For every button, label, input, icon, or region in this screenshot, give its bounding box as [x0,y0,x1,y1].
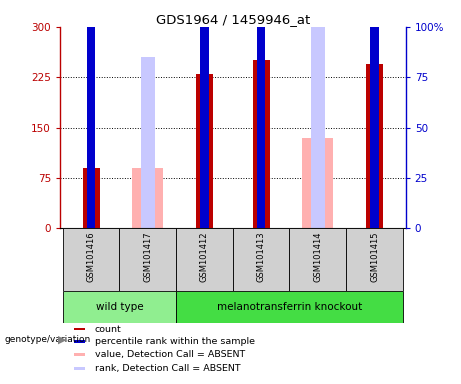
Bar [87,27,95,228]
Text: GSM101416: GSM101416 [87,232,95,282]
Text: percentile rank within the sample: percentile rank within the sample [95,338,254,346]
Bar [74,367,85,370]
Bar [346,228,403,291]
Bar [196,74,213,228]
Text: GSM101415: GSM101415 [370,232,379,282]
Bar [83,168,100,228]
Bar [74,328,85,331]
Bar [74,353,85,356]
Text: GSM101417: GSM101417 [143,232,152,282]
Bar [366,64,383,228]
Bar [63,291,176,323]
Text: count: count [95,324,121,334]
Text: GSM101414: GSM101414 [313,232,322,282]
Bar [74,341,85,343]
Title: GDS1964 / 1459946_at: GDS1964 / 1459946_at [156,13,310,26]
Bar [257,0,266,228]
Bar [141,57,155,228]
Bar [253,61,270,228]
Bar [302,138,333,228]
Text: rank, Detection Call = ABSENT: rank, Detection Call = ABSENT [95,364,240,373]
Text: GSM101413: GSM101413 [257,232,266,282]
Bar [290,228,346,291]
Bar [200,0,209,228]
Bar [63,228,119,291]
Bar [311,27,325,228]
Bar [176,228,233,291]
Bar [370,0,379,228]
Bar [176,291,403,323]
Bar [119,228,176,291]
Text: melanotransferrin knockout: melanotransferrin knockout [217,302,362,312]
Bar [233,228,290,291]
Text: genotype/variation: genotype/variation [5,335,91,344]
Text: wild type: wild type [95,302,143,312]
Bar [132,168,163,228]
Text: value, Detection Call = ABSENT: value, Detection Call = ABSENT [95,350,245,359]
Text: ▶: ▶ [58,335,66,345]
Text: GSM101412: GSM101412 [200,232,209,282]
